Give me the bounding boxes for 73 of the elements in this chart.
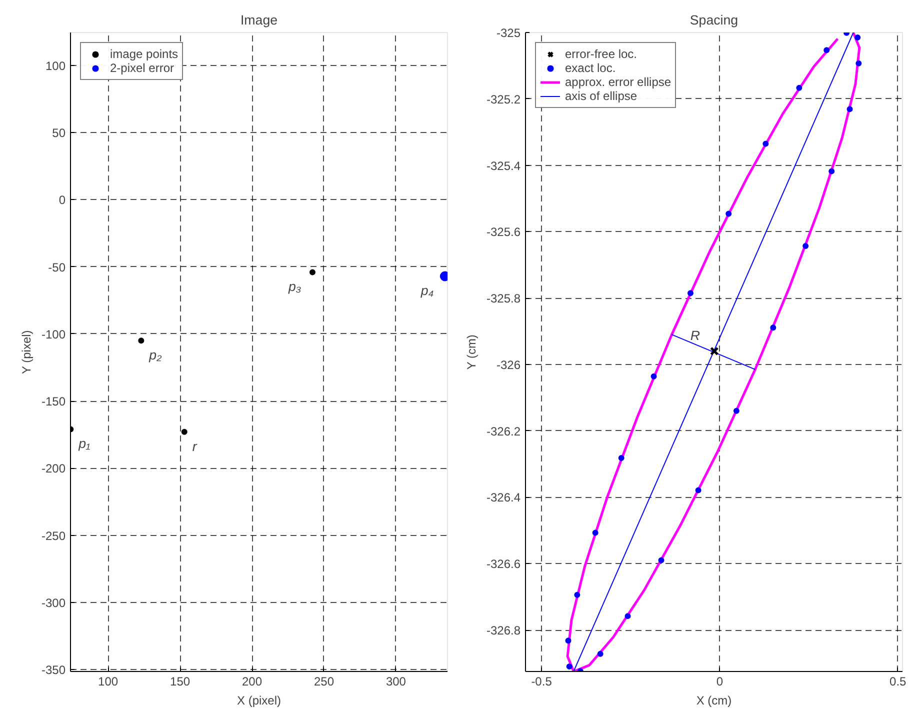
- x-tick-label: 300: [386, 674, 406, 688]
- annotation: p₄: [420, 283, 434, 298]
- y-tick-label: -325.6: [486, 225, 521, 240]
- y-tick-label: -200: [41, 462, 66, 476]
- y-tick-label: 0: [58, 193, 66, 208]
- point: [138, 338, 144, 344]
- y-tick-label: -150: [41, 394, 66, 409]
- point: [650, 373, 657, 380]
- point: [618, 455, 624, 462]
- point: [846, 106, 853, 112]
- y-tick-label: -250: [41, 528, 66, 543]
- point: [574, 592, 580, 598]
- point: [733, 408, 740, 414]
- annotation: r: [192, 438, 198, 454]
- point: [309, 269, 316, 276]
- point: [856, 60, 862, 66]
- point: [824, 47, 830, 54]
- annotation: p₃: [287, 279, 302, 294]
- point: [181, 428, 188, 435]
- y-tick-label: -326.4: [486, 490, 521, 505]
- y-tick-label: -325.2: [486, 92, 521, 106]
- x-tick-label: 250: [314, 674, 334, 688]
- y-tick-label: -326: [496, 358, 521, 372]
- x-tick-label: -0.5: [531, 674, 552, 688]
- y-tick-label: -326.8: [486, 624, 521, 638]
- y-tick-label: -326.2: [486, 424, 521, 438]
- point: [762, 140, 769, 147]
- legend-label: exact loc.: [565, 61, 616, 75]
- point: [770, 324, 776, 331]
- y-axis-title: Y (cm): [464, 334, 478, 370]
- y-axis-title: Y (pixel): [19, 330, 34, 374]
- y-tick-label: -350: [41, 662, 66, 677]
- annotation: p₁: [78, 436, 90, 452]
- y-tick-label: -100: [41, 327, 66, 342]
- point: [624, 613, 631, 620]
- x-tick-label: 200: [242, 674, 262, 688]
- legend-label: 2-pixel error: [110, 61, 174, 75]
- point: [854, 34, 861, 40]
- legend-label: error-free loc.: [565, 47, 638, 61]
- point: [566, 664, 572, 670]
- point: [710, 346, 719, 356]
- point: [658, 557, 664, 564]
- y-tick-label: -326.6: [486, 557, 521, 572]
- annotation: p₂: [148, 348, 162, 363]
- point: [695, 487, 702, 494]
- chart-title: Image: [240, 12, 278, 28]
- y-tick-label: -325.4: [486, 158, 521, 173]
- chart-title: Spacing: [690, 12, 738, 28]
- x-tick-label: 0: [716, 674, 724, 688]
- legend-label: approx. error ellipse: [565, 75, 672, 89]
- x-tick-label: 100: [98, 674, 118, 688]
- x-tick-label: 150: [170, 674, 190, 688]
- x-axis-title: X (pixel): [236, 694, 282, 708]
- point: [726, 210, 732, 217]
- annotation: R: [690, 328, 700, 344]
- y-tick-label: -50: [48, 260, 66, 274]
- point: [796, 84, 802, 91]
- y-tick-label: -325: [496, 26, 521, 40]
- point: [802, 242, 809, 249]
- point: [687, 290, 694, 296]
- point: [592, 530, 598, 536]
- y-tick-label: -325.8: [486, 292, 521, 306]
- y-tick-label: -300: [41, 596, 66, 610]
- point: [828, 168, 835, 174]
- point: [597, 650, 604, 657]
- point: [565, 638, 572, 644]
- point: [440, 271, 448, 282]
- legend-label: image points: [110, 47, 178, 61]
- x-tick-label: 0.5: [890, 674, 907, 688]
- x-axis-title: X (cm): [696, 694, 732, 708]
- y-tick-label: 50: [52, 126, 66, 140]
- y-tick-label: 100: [45, 59, 66, 74]
- legend-label: axis of ellipse: [565, 89, 638, 103]
